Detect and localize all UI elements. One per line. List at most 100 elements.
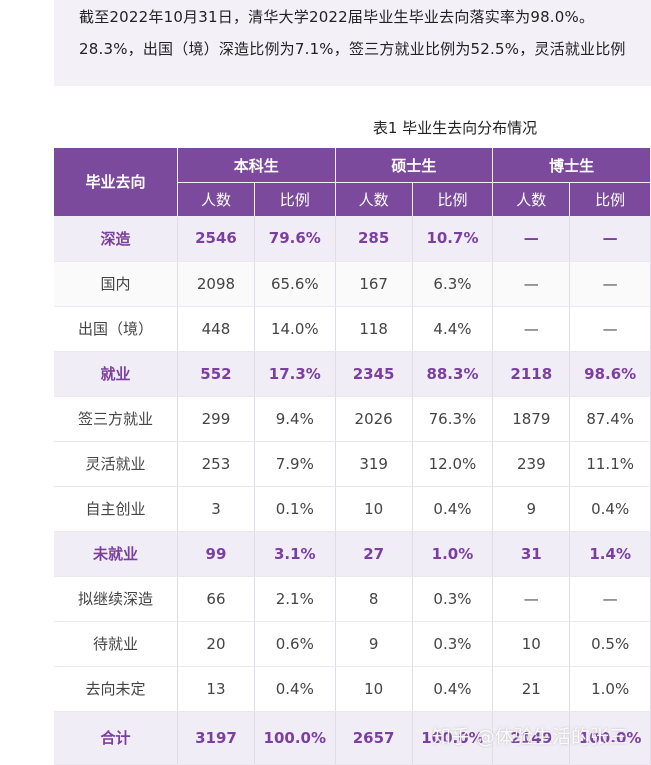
table-cell: 99	[177, 531, 256, 577]
table-cell: 14.0%	[254, 306, 336, 352]
table-cell: 2149	[492, 711, 571, 765]
table-cell: 285	[335, 216, 413, 262]
row-label-cell: 合计	[54, 711, 178, 765]
table-row: 签三方就业 299 9.4% 2026 76.3% 1879 87.4%	[54, 396, 651, 442]
table-cell: 9	[335, 621, 413, 667]
table-cell: 299	[177, 396, 256, 442]
table-cell: 66	[177, 576, 256, 622]
table-row-total: 合计 3197 100.0% 2657 100.0% 2149 100.0%	[54, 711, 651, 765]
table-row: 去向未定 13 0.4% 10 0.4% 21 1.0%	[54, 666, 651, 712]
table-cell: 3.1%	[254, 531, 336, 577]
header-group-undergrad: 本科生	[177, 148, 336, 183]
intro-line-2: 28.3%，出国（境）深造比例为7.1%，签三方就业比例为52.5%，灵活就业比…	[79, 40, 626, 58]
table-cell: 167	[335, 261, 413, 307]
table-cell: 0.5%	[569, 621, 651, 667]
table-cell: 27	[335, 531, 413, 577]
table-cell: —	[492, 216, 571, 262]
header-group-master: 硕士生	[335, 148, 494, 183]
table-cell: 0.4%	[254, 666, 336, 712]
destination-table: 毕业去向 本科生 硕士生 博士生 人数 比例 人数 比例 人数 比例 深造 254…	[54, 148, 651, 765]
table-cell: 17.3%	[254, 351, 336, 397]
watermark: 知乎 @体验生活的张三	[432, 726, 629, 748]
table-cell: 552	[177, 351, 256, 397]
row-label-cell: 出国（境）	[54, 306, 178, 352]
table-cell: —	[569, 261, 651, 307]
table-cell: 0.3%	[412, 576, 494, 622]
table-caption: 表1 毕业生去向分布情况	[372, 119, 538, 137]
table-cell: 20	[177, 621, 256, 667]
table-cell: 2098	[177, 261, 256, 307]
table-cell: 239	[492, 441, 571, 487]
header-sub: 人数	[177, 182, 256, 216]
table-cell: 31	[492, 531, 571, 577]
table-cell: 0.4%	[412, 666, 494, 712]
table-row: 国内 2098 65.6% 167 6.3% — —	[54, 261, 651, 307]
table-cell: 2345	[335, 351, 413, 397]
table-cell: 79.6%	[254, 216, 336, 262]
row-label-cell: 待就业	[54, 621, 178, 667]
table-cell: 100.0%	[569, 711, 651, 765]
table-cell: 1879	[492, 396, 571, 442]
header-sub: 人数	[492, 182, 571, 216]
table-row: 灵活就业 253 7.9% 319 12.0% 239 11.1%	[54, 441, 651, 487]
table-cell: 319	[335, 441, 413, 487]
table-cell: —	[569, 306, 651, 352]
table-cell: 7.9%	[254, 441, 336, 487]
header-sub: 比例	[412, 182, 494, 216]
table-cell: 65.6%	[254, 261, 336, 307]
table-cell: 11.1%	[569, 441, 651, 487]
row-label-cell: 去向未定	[54, 666, 178, 712]
table-cell: 10.7%	[412, 216, 494, 262]
row-label-cell: 未就业	[54, 531, 178, 577]
table-cell: —	[569, 576, 651, 622]
table-cell: 0.4%	[412, 486, 494, 532]
table-cell: 13	[177, 666, 256, 712]
table-cell: 3197	[177, 711, 256, 765]
table-row: 拟继续深造 66 2.1% 8 0.3% — —	[54, 576, 651, 622]
table-cell: 0.3%	[412, 621, 494, 667]
table-cell: 12.0%	[412, 441, 494, 487]
table-cell: —	[492, 576, 571, 622]
header-sub: 比例	[254, 182, 336, 216]
table-cell: —	[569, 216, 651, 262]
table-cell: —	[492, 306, 571, 352]
table-cell: 4.4%	[412, 306, 494, 352]
table-row: 自主创业 3 0.1% 10 0.4% 9 0.4%	[54, 486, 651, 532]
table-cell: 98.6%	[569, 351, 651, 397]
table-cell: 2026	[335, 396, 413, 442]
table-cell: 6.3%	[412, 261, 494, 307]
table-cell: 3	[177, 486, 256, 532]
header-sub: 人数	[335, 182, 413, 216]
table-cell: 76.3%	[412, 396, 494, 442]
caption-wrap: 表1 毕业生去向分布情况	[0, 0, 651, 140]
table-cell: 100.0%	[412, 711, 494, 765]
table-cell: 8	[335, 576, 413, 622]
table-cell: 0.4%	[569, 486, 651, 532]
table-cell: 2.1%	[254, 576, 336, 622]
row-label-cell: 灵活就业	[54, 441, 178, 487]
table-cell: 1.4%	[569, 531, 651, 577]
table-cell: 0.1%	[254, 486, 336, 532]
table-cell: 10	[335, 486, 413, 532]
table-cell: 2546	[177, 216, 256, 262]
header-destination: 毕业去向	[54, 148, 178, 217]
table-cell: 448	[177, 306, 256, 352]
header-sub: 比例	[569, 182, 651, 216]
row-label-cell: 深造	[54, 216, 178, 262]
row-label-cell: 就业	[54, 351, 178, 397]
table-cell: 21	[492, 666, 571, 712]
table-cell: 100.0%	[254, 711, 336, 765]
row-label-cell: 国内	[54, 261, 178, 307]
table-cell: 87.4%	[569, 396, 651, 442]
table-cell: 10	[335, 666, 413, 712]
table-cell: 1.0%	[412, 531, 494, 577]
table-row-category: 未就业 99 3.1% 27 1.0% 31 1.4%	[54, 531, 651, 577]
table-cell: 9	[492, 486, 571, 532]
row-label-cell: 拟继续深造	[54, 576, 178, 622]
table-cell: 10	[492, 621, 571, 667]
table-cell: —	[492, 261, 571, 307]
table-cell: 88.3%	[412, 351, 494, 397]
table-cell: 0.6%	[254, 621, 336, 667]
table-cell: 118	[335, 306, 413, 352]
table-cell: 253	[177, 441, 256, 487]
